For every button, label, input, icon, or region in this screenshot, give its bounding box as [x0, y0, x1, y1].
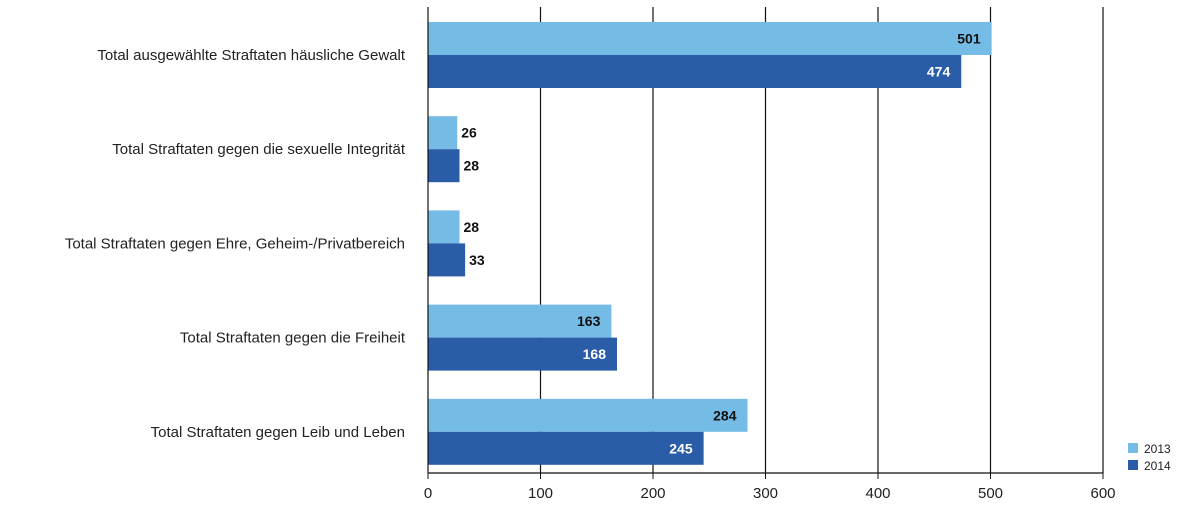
x-tick-label-500: 500 [978, 485, 1003, 502]
bar-2014-4 [428, 431, 704, 465]
value-label-2013-3: 163 [577, 313, 601, 329]
x-tick-label-300: 300 [753, 485, 778, 502]
bar-2014-3 [428, 337, 617, 371]
x-tick-label-400: 400 [865, 485, 890, 502]
legend-swatch-2014 [1128, 460, 1138, 470]
x-tick-label-100: 100 [528, 485, 553, 502]
bar-2013-2 [428, 210, 460, 244]
value-label-2013-1: 26 [461, 125, 477, 141]
category-label-2: Total Straftaten gegen Ehre, Geheim-/Pri… [65, 235, 405, 252]
bar-2013-3 [428, 304, 612, 338]
x-tick-label-200: 200 [640, 485, 665, 502]
value-label-2013-0: 501 [957, 31, 981, 47]
category-label-4: Total Straftaten gegen Leib und Leben [151, 424, 405, 441]
legend-label-2014: 2014 [1144, 459, 1171, 473]
axis-layer: 0 100 200 300 400 500 600 [424, 7, 1116, 502]
value-label-2014-4: 245 [669, 440, 693, 456]
value-label-2014-3: 168 [583, 346, 607, 362]
bar-2014-1 [428, 149, 460, 183]
bar-2013-0 [428, 22, 992, 55]
category-label-3: Total Straftaten gegen die Freiheit [180, 330, 406, 347]
category-label-0: Total ausgewählte Straftaten häusliche G… [97, 47, 406, 64]
x-tick-label-600: 600 [1090, 485, 1115, 502]
x-tick-label-0: 0 [424, 485, 432, 502]
value-label-2014-1: 28 [464, 158, 480, 174]
bar-2013-1 [428, 116, 458, 150]
legend-swatch-2013 [1128, 443, 1138, 453]
bar-layer [428, 22, 992, 465]
category-label-1: Total Straftaten gegen die sexuelle Inte… [112, 141, 406, 158]
value-label-2014-0: 474 [927, 64, 951, 80]
value-label-2013-2: 28 [464, 219, 480, 235]
value-label-2013-4: 284 [713, 407, 737, 423]
legend-label-2013: 2013 [1144, 442, 1171, 456]
label-layer: 501 474 Total ausgewählte Straftaten häusl… [65, 31, 981, 457]
bar-2013-4 [428, 398, 748, 432]
legend: 2013 2014 [1128, 442, 1171, 473]
bar-2014-0 [428, 55, 962, 88]
bar-2014-2 [428, 243, 466, 277]
value-label-2014-2: 33 [469, 252, 485, 268]
